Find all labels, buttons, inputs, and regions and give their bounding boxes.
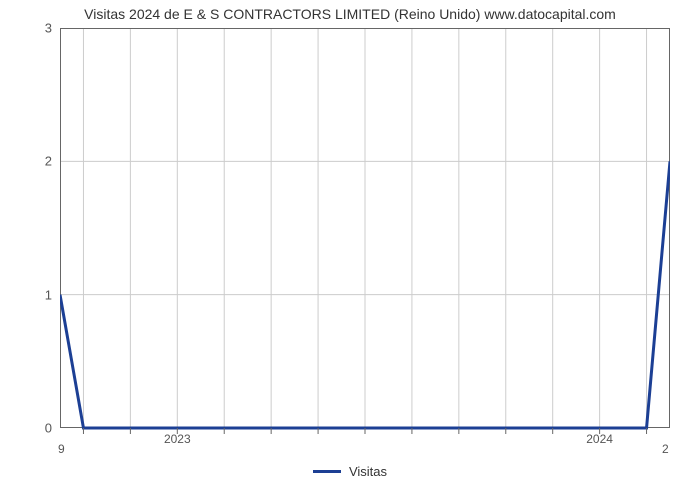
plot-area [60, 28, 670, 428]
y-tick-label: 1 [12, 287, 52, 302]
chart-title: Visitas 2024 de E & S CONTRACTORS LIMITE… [0, 6, 700, 22]
y-tick-label: 2 [12, 154, 52, 169]
corner-label-bottom-left: 9 [58, 442, 65, 456]
legend: Visitas [0, 460, 700, 479]
x-tick-label: 2024 [586, 432, 613, 446]
y-tick-label: 0 [12, 421, 52, 436]
legend-label: Visitas [349, 464, 387, 479]
visits-chart: Visitas 2024 de E & S CONTRACTORS LIMITE… [0, 0, 700, 500]
legend-item-visitas: Visitas [313, 464, 387, 479]
corner-label-bottom-right: 2 [662, 442, 669, 456]
legend-swatch [313, 470, 341, 473]
y-tick-label: 3 [12, 21, 52, 36]
x-tick-label: 2023 [164, 432, 191, 446]
